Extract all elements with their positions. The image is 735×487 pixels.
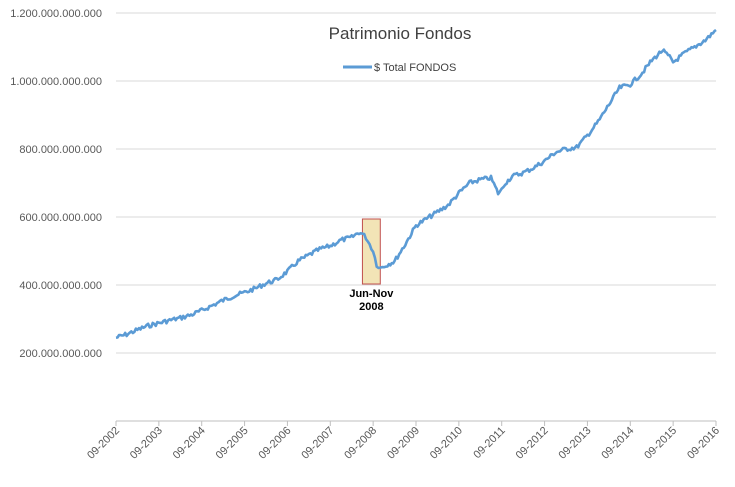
x-tick-label: 09-2009 [385, 425, 422, 462]
annotation-label: 2008 [359, 301, 383, 313]
x-tick-label: 09-2004 [171, 425, 208, 462]
y-tick-label: 1.000.000.000.000 [10, 76, 102, 88]
series-line [115, 28, 717, 339]
y-tick-label: 200.000.000.000 [19, 348, 102, 360]
x-tick-label: 09-2011 [471, 425, 507, 461]
x-tick-label: 09-2013 [557, 425, 594, 462]
x-tick-label: 09-2014 [599, 425, 636, 462]
x-tick-label: 09-2005 [214, 425, 251, 462]
gridlines [116, 12, 716, 354]
chart-title: Patrimonio Fondos [329, 24, 472, 43]
series-layer [115, 28, 717, 339]
x-tick-label: 09-2006 [257, 425, 294, 462]
legend-entry: $ Total FONDOS [374, 62, 456, 74]
x-tick-label: 09-2007 [299, 425, 336, 462]
axis-layer [115, 420, 717, 426]
x-tick-label: 09-2015 [642, 425, 679, 462]
x-tick-label: 09-2003 [128, 425, 165, 462]
y-tick-label: 1.200.000.000.000 [10, 8, 102, 20]
y-tick-label: 600.000.000.000 [19, 212, 102, 224]
y-tick-label: 800.000.000.000 [19, 144, 102, 156]
legend: $ Total FONDOS [343, 62, 456, 74]
y-tick-label: 400.000.000.000 [19, 280, 102, 292]
x-tick-label: 09-2008 [342, 425, 379, 462]
x-tick-label: 09-2016 [685, 425, 722, 462]
x-tick-label: 09-2012 [514, 425, 551, 462]
x-tick-label: 09-2010 [428, 425, 465, 462]
annotation-label: Jun-Nov [349, 288, 394, 300]
x-tick-label: 09-2002 [85, 425, 122, 462]
